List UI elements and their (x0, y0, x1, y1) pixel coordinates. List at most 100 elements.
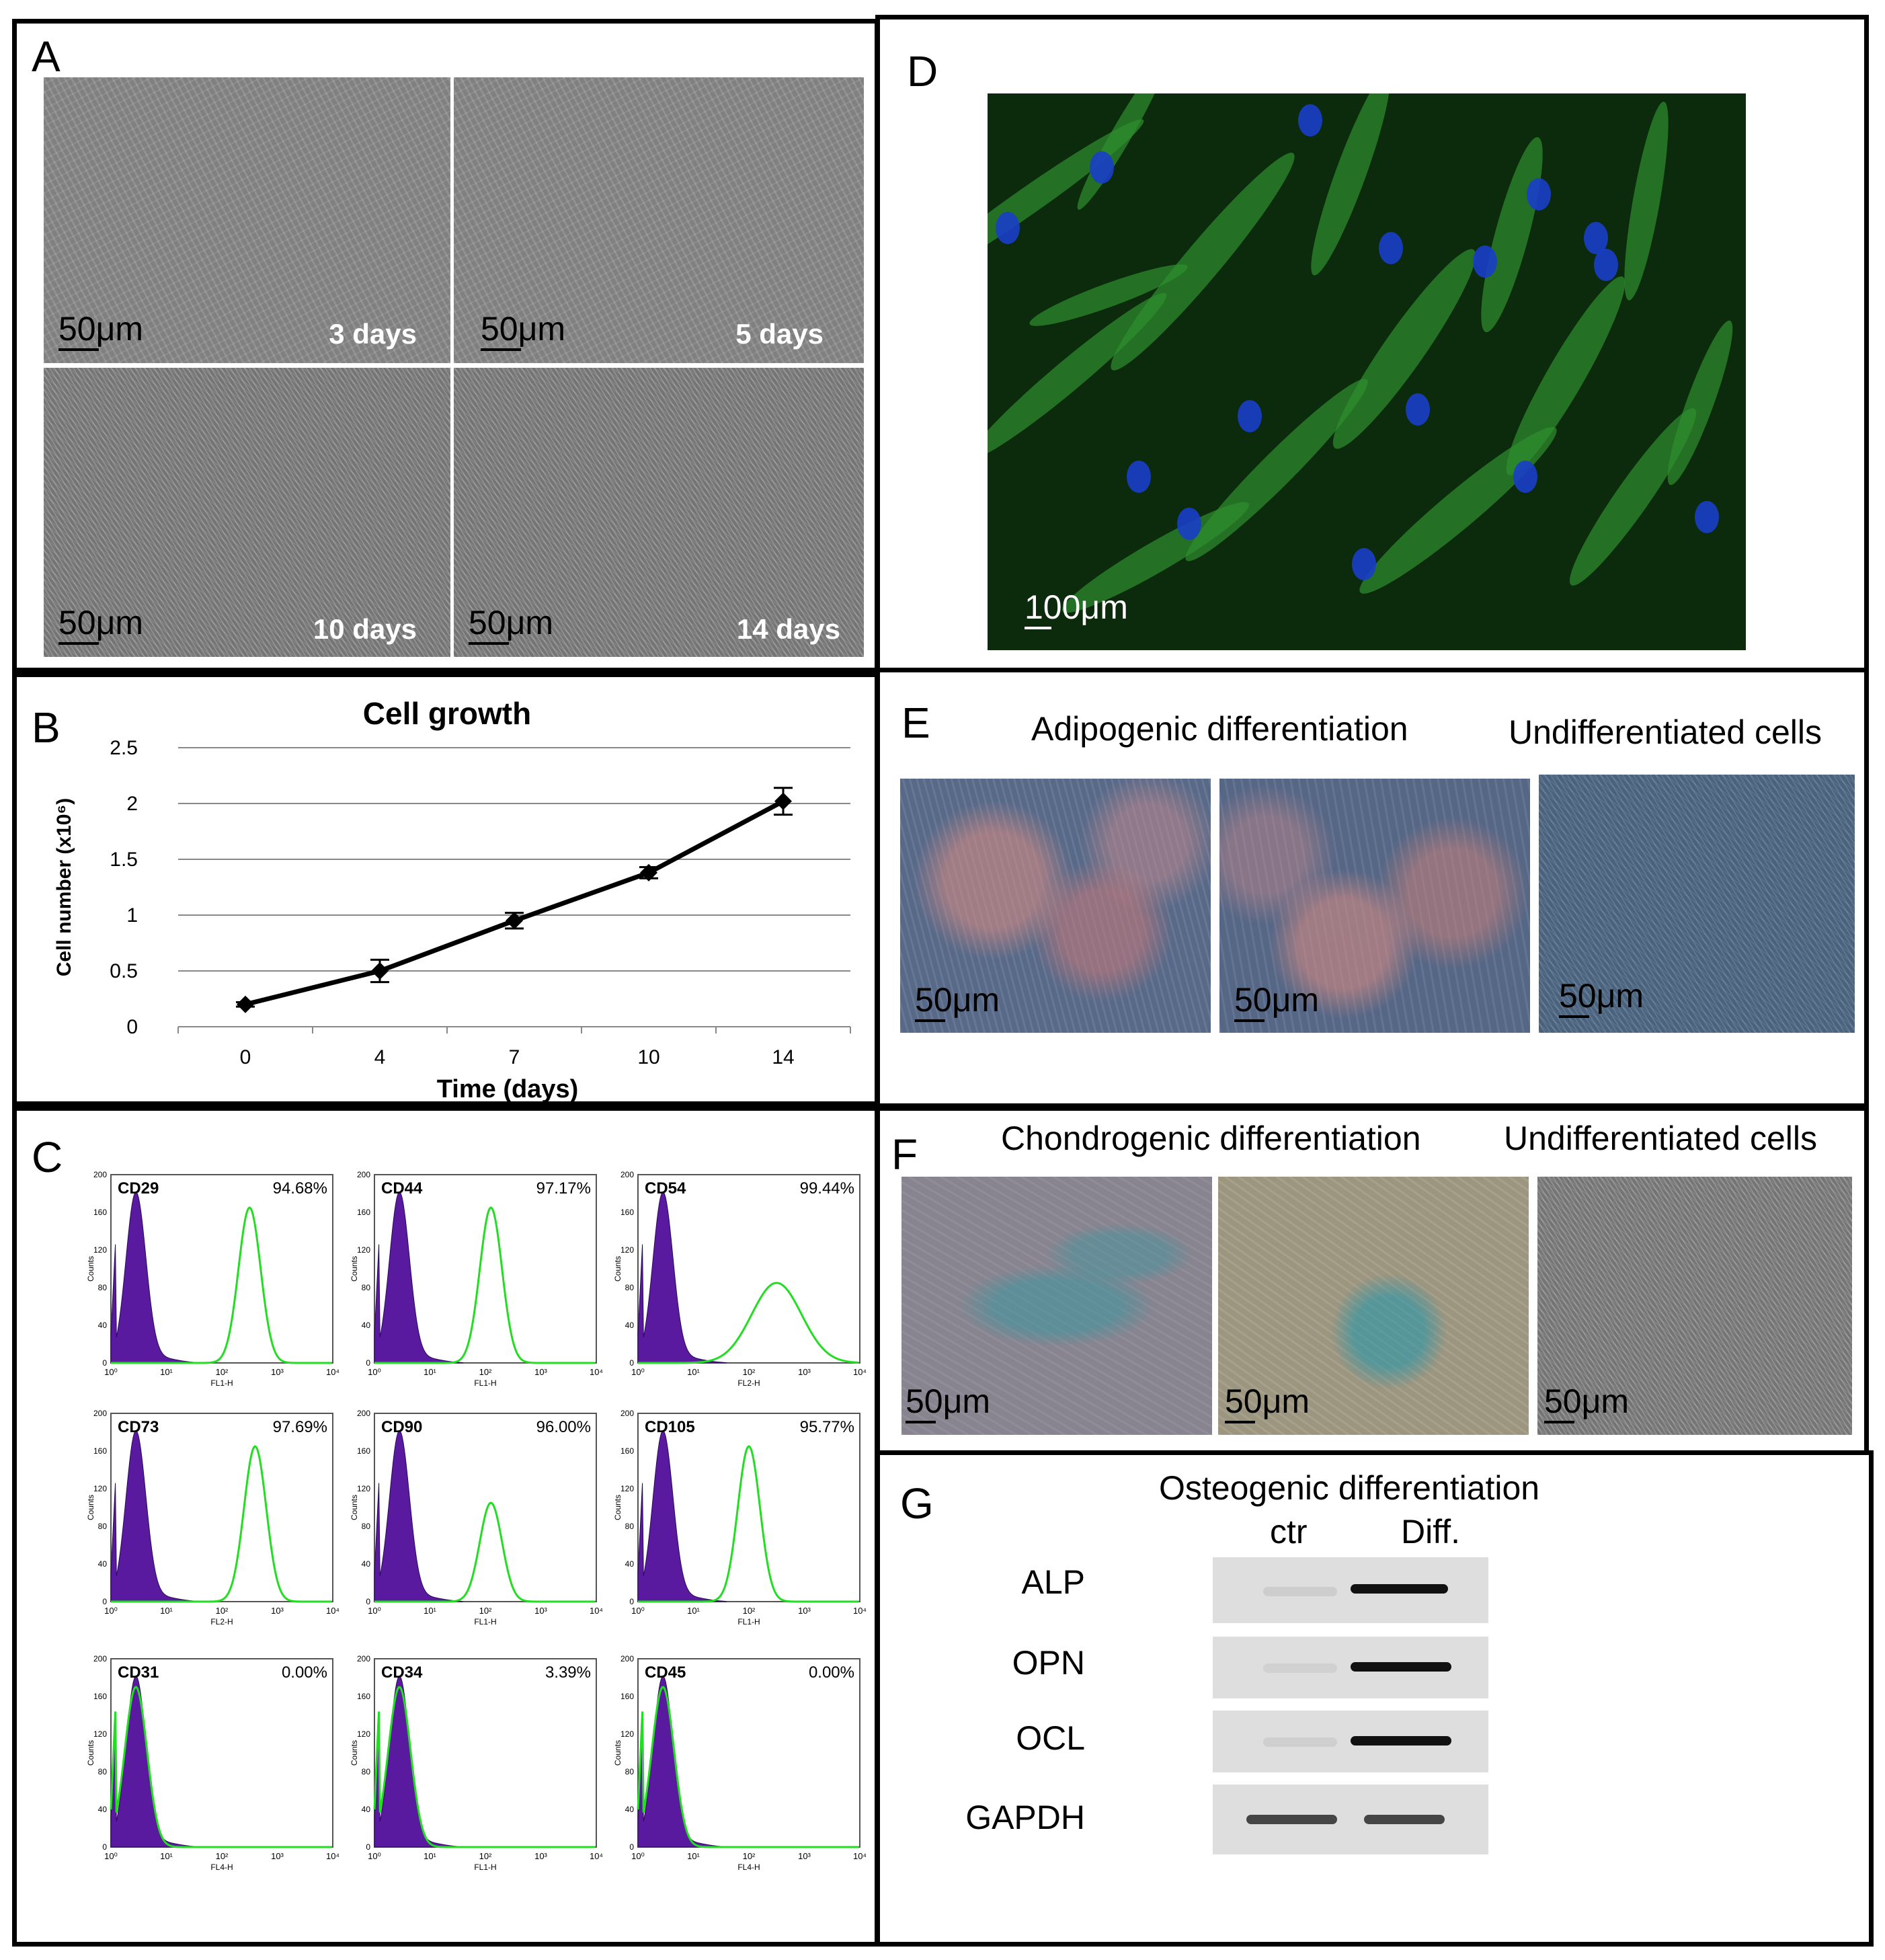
panel-e: E Adipogenic differentiation Undifferent… (875, 668, 1869, 1108)
cell-body (1481, 136, 1543, 333)
x-tick-label: 10⁴ (326, 1851, 339, 1861)
y-tick-label: 2.5 (110, 737, 138, 759)
y-tick-label: 0 (366, 1358, 370, 1368)
x-tick-label: 14 (772, 1046, 794, 1068)
percent-label: 96.00% (536, 1418, 591, 1436)
x-tick-label: 10⁴ (590, 1367, 603, 1377)
y-tick-label: 160 (620, 1208, 634, 1217)
x-tick-label: 0 (240, 1046, 251, 1068)
x-tick-label: 10⁰ (104, 1367, 118, 1377)
y-tick-label: 40 (625, 1321, 635, 1330)
cell-body (1359, 427, 1557, 594)
day-label: 10 days (313, 613, 417, 645)
y-tick-label: 40 (98, 1321, 108, 1330)
y-tick-label: 160 (93, 1208, 107, 1217)
x-tick-label: 10² (216, 1851, 229, 1861)
x-tick-label: 10⁰ (368, 1367, 381, 1377)
panel-label: A (32, 32, 61, 81)
marker-histogram (111, 1206, 332, 1364)
y-tick-label: 120 (620, 1245, 634, 1255)
y-tick-label: 40 (362, 1805, 371, 1814)
y-tick-label: 120 (93, 1245, 107, 1255)
percent-label: 94.68% (273, 1179, 327, 1198)
marker-histogram (374, 1501, 596, 1603)
histogram-cd44: CD44 97.17% 0 40 80 120 160 200 Counts 10⁰ 10¹ 10² 1… (350, 1170, 603, 1388)
panel-b: B Cell growth 0 0.5 1 1.5 2 2.5 0 4 7 10 14 Time (da… (12, 672, 879, 1106)
y-tick-label: 80 (625, 1522, 635, 1531)
y-tick-label: 0 (102, 1597, 107, 1606)
cell-body (1332, 249, 1476, 449)
panel-label: D (907, 47, 938, 95)
marker-label: CD73 (118, 1418, 159, 1436)
x-tick-label: 10³ (798, 1851, 811, 1861)
x-tick-label: 10² (743, 1606, 756, 1616)
y-tick-label: 160 (620, 1446, 634, 1456)
gel-lane-ocl (1213, 1711, 1488, 1772)
y-tick-label: 120 (357, 1484, 370, 1493)
x-tick-label: 10⁴ (326, 1367, 339, 1377)
fluorescence-image: 100μm (988, 93, 1746, 650)
nucleus (1127, 461, 1151, 493)
y-tick-label: 0 (629, 1597, 634, 1606)
scale-bar: 50μm (1234, 980, 1319, 1022)
y-tick-label: 0 (126, 1016, 138, 1038)
gene-label-gapdh: GAPDH (965, 1799, 1085, 1836)
nucleus (1238, 400, 1262, 432)
y-tick-label: 120 (357, 1245, 370, 1255)
y-axis-label: Counts (86, 1256, 95, 1282)
y-axis-label: Counts (350, 1740, 359, 1766)
data-point (237, 995, 254, 1013)
data-point (774, 792, 792, 810)
x-axis-label: FL1-H (474, 1617, 496, 1626)
x-tick-label: 10⁰ (104, 1851, 118, 1861)
micrograph-a4: 50μm 14 days (454, 368, 864, 657)
band-ctr (1246, 1815, 1337, 1824)
data-point (640, 863, 657, 881)
day-label: 3 days (329, 318, 417, 350)
heading-chondrogenic: Chondrogenic differentiation (1001, 1120, 1421, 1157)
x-tick-label: 10⁴ (326, 1606, 339, 1616)
cell-body (1667, 320, 1733, 485)
x-axis-label: FL2-H (210, 1617, 233, 1626)
nucleus (1177, 508, 1201, 540)
x-tick-label: 10³ (534, 1606, 547, 1616)
marker-label: CD44 (381, 1179, 423, 1198)
x-tick-label: 4 (374, 1046, 386, 1068)
x-tick-label: 10¹ (424, 1851, 436, 1861)
cell-body (1111, 153, 1295, 370)
x-tick-label: 10⁰ (631, 1851, 645, 1861)
panel-label: F (891, 1130, 918, 1179)
x-tick-label: 10⁰ (631, 1367, 645, 1377)
y-axis-label: Counts (613, 1740, 623, 1766)
cell-body (1061, 502, 1250, 613)
x-tick-label: 7 (509, 1046, 520, 1068)
nucleus (996, 212, 1020, 244)
y-axis-label: Cell number (x10⁶) (53, 798, 75, 977)
x-tick-label: 10¹ (160, 1367, 173, 1377)
y-tick-label: 40 (625, 1805, 635, 1814)
data-point (506, 912, 523, 930)
nucleus (1473, 245, 1497, 278)
x-tick-label: 10² (216, 1606, 229, 1616)
day-label: 5 days (735, 318, 824, 350)
y-tick-label: 160 (93, 1692, 107, 1701)
isotype-histogram (110, 1191, 200, 1364)
y-tick-label: 0 (102, 1842, 107, 1852)
y-tick-label: 2 (126, 793, 138, 815)
nucleus (1527, 178, 1551, 210)
y-tick-label: 200 (357, 1409, 370, 1418)
cell-body (1624, 102, 1669, 301)
nucleus (1406, 393, 1430, 426)
cell-body (1506, 276, 1626, 475)
nucleus (1090, 151, 1114, 184)
marker-label: CD29 (118, 1179, 159, 1198)
x-tick-label: 10¹ (424, 1606, 436, 1616)
x-tick-label: 10² (216, 1367, 229, 1377)
scale-label: 50μm (1544, 1382, 1630, 1420)
growth-chart: Cell growth 0 0.5 1 1.5 2 2.5 0 4 7 10 14 Time (days… (53, 696, 851, 1101)
x-tick-label: 10² (479, 1851, 492, 1861)
scale-bar: 50μm (1225, 1382, 1310, 1423)
micrograph-a1: 50μm 3 days (44, 77, 450, 363)
isotype-histogram (374, 1430, 464, 1602)
panel-a: A 50μm 3 days 50μm 5 days 50μm 10 days 5… (12, 19, 879, 672)
